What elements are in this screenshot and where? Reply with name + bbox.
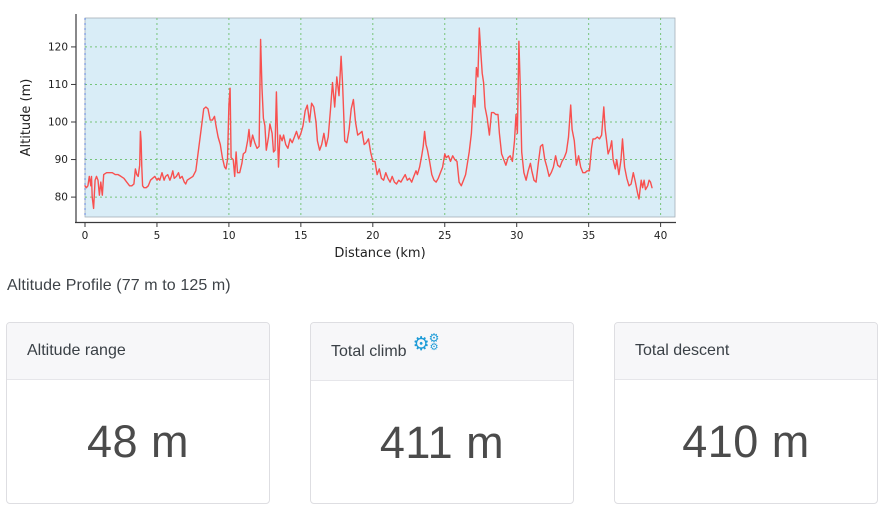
card-body: 410 m [615, 380, 877, 504]
plot-area [84, 17, 676, 218]
card-title: Total climb [331, 343, 407, 360]
altitude-range-value: 48 m [86, 416, 190, 467]
stats-cards: Altitude range 48 m Total climb ⚙ ⚙ ⚙ 411 m… [6, 322, 878, 504]
gear-icon: ⚙ [429, 342, 439, 353]
card-altitude-range: Altitude range 48 m [6, 322, 270, 504]
x-tick-label: 30 [510, 230, 523, 242]
x-tick-label: 5 [154, 230, 161, 242]
card-body: 411 m [311, 381, 573, 505]
card-title: Total descent [635, 342, 730, 359]
card-header: Total climb ⚙ ⚙ ⚙ [311, 323, 573, 381]
y-tick-label: 90 [55, 154, 68, 166]
y-tick-label: 80 [55, 192, 68, 204]
x-tick-label: 40 [654, 230, 667, 242]
cogs-icon[interactable]: ⚙ ⚙ ⚙ [413, 332, 440, 359]
x-axis-label: Distance (km) [334, 246, 425, 261]
altitude-series-line [84, 27, 653, 210]
altitude-profile-caption: Altitude Profile (77 m to 125 m) [7, 277, 231, 294]
x-tick-label: 20 [366, 230, 379, 242]
x-tick-label: 0 [82, 230, 89, 242]
y-tick-label: 110 [48, 79, 68, 91]
x-tick-label: 15 [294, 230, 307, 242]
total-descent-value: 410 m [682, 416, 810, 467]
y-tick-label: 100 [48, 117, 68, 129]
altitude-line-chart: 80 90 100 110 120 0 5 10 15 20 25 30 35 40 Distance (k… [19, 14, 676, 261]
x-tick-label: 10 [222, 230, 235, 242]
altitude-chart: 80 90 100 110 120 0 5 10 15 20 25 30 35 40 Distance (k… [0, 0, 700, 265]
y-axis-label: Altitude (m) [19, 79, 34, 157]
total-climb-value: 411 m [379, 417, 505, 468]
y-tick-label: 120 [48, 41, 68, 53]
card-total-descent: Total descent 410 m [614, 322, 878, 504]
card-title: Altitude range [27, 342, 126, 359]
x-tick-label: 35 [582, 230, 595, 242]
x-tick-label: 25 [438, 230, 451, 242]
card-header: Altitude range [7, 323, 269, 380]
card-header: Total descent [615, 323, 877, 380]
gear-icon: ⚙ [412, 334, 430, 355]
gear-icon: ⚙ [428, 331, 440, 345]
card-body: 48 m [7, 380, 269, 504]
card-total-climb: Total climb ⚙ ⚙ ⚙ 411 m [310, 322, 574, 504]
